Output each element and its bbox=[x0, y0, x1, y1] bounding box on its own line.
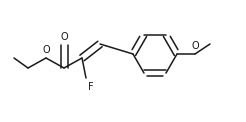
Text: O: O bbox=[191, 41, 199, 51]
Text: F: F bbox=[88, 82, 94, 92]
Text: O: O bbox=[60, 32, 68, 42]
Text: O: O bbox=[42, 45, 50, 55]
